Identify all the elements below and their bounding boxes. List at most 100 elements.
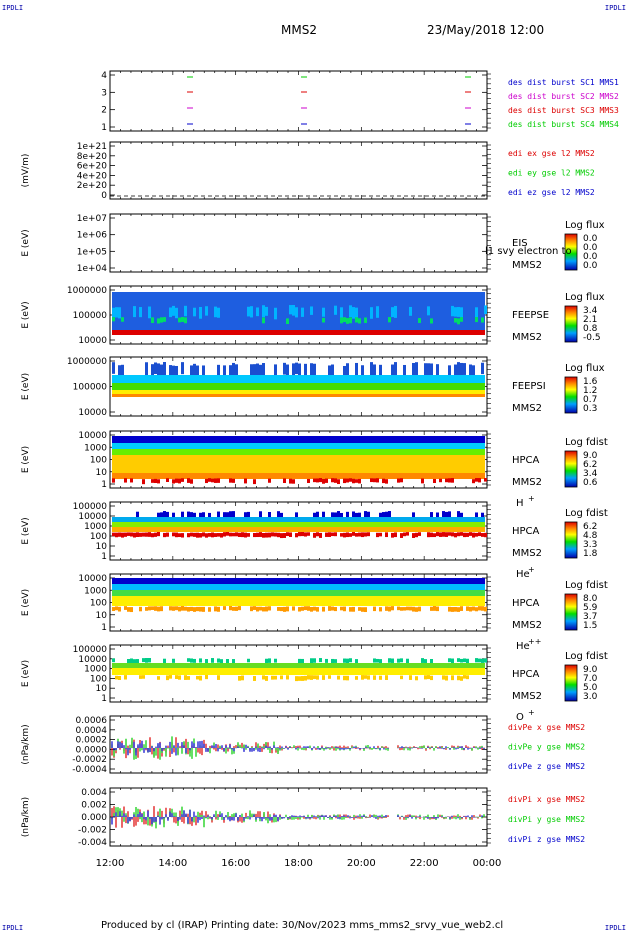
spectrogram-patch	[193, 512, 196, 520]
colorbar-tick-label: 0.0	[583, 243, 598, 253]
spectrogram-patch	[289, 478, 292, 484]
spectrogram-band	[112, 578, 485, 584]
colorbar-tick-label: 2.1	[583, 315, 597, 325]
spectrogram-patch	[475, 307, 478, 318]
colorbar-tick-label: 3.0	[583, 692, 598, 702]
spectrogram-patch	[211, 658, 214, 663]
spectrogram-patch	[427, 306, 430, 316]
spectrogram-patch	[307, 675, 310, 680]
spectrogram-patch	[349, 478, 352, 482]
spectrogram-patch	[484, 532, 487, 538]
spectrogram-band	[112, 330, 485, 335]
spectrogram-patch	[184, 317, 187, 324]
spectrogram-patch	[376, 658, 379, 663]
spectrogram-patch	[202, 606, 205, 612]
y-tick-label: 10000	[78, 408, 107, 418]
spectrogram-patch	[274, 532, 277, 537]
spectrogram-patch	[340, 606, 343, 611]
y-axis-label: E (eV)	[21, 660, 31, 687]
spectrogram-patch	[292, 305, 295, 316]
spectrogram-patch	[334, 532, 337, 537]
spectrogram-patch	[163, 362, 166, 378]
spectrogram-patch	[157, 676, 160, 680]
spectrogram-patch	[217, 533, 220, 537]
spectrogram-patch	[349, 607, 352, 612]
spectrogram-patch	[304, 675, 307, 681]
spectrogram-patch	[181, 317, 184, 322]
spectrogram-patch	[229, 532, 232, 537]
spectrogram-patch	[163, 511, 166, 518]
spectrogram-patch	[184, 305, 187, 317]
spectrogram-patch	[118, 307, 121, 319]
spectrogram-patch	[115, 307, 118, 318]
spectrogram-patch	[136, 511, 139, 519]
spectrogram-patch	[370, 307, 373, 319]
spectrogram-patch	[274, 364, 277, 379]
spectrogram-patch	[154, 606, 157, 611]
spectrogram-patch	[232, 606, 235, 611]
spectrogram-patch	[151, 317, 154, 323]
spectrogram-patch	[400, 478, 403, 483]
x-tick-label: 18:00	[284, 858, 313, 869]
spectrogram-patch	[205, 478, 208, 484]
spectrogram-patch	[157, 363, 160, 377]
spectrogram-patch	[334, 305, 337, 315]
y-tick-label: 1000	[84, 443, 107, 453]
spectrogram-patch	[250, 364, 253, 378]
spectrogram-patch	[481, 317, 484, 323]
spectrogram-patch	[412, 512, 415, 521]
spectrogram-patch	[133, 532, 136, 538]
spectrogram-patch	[196, 532, 199, 538]
spectrogram-patch	[328, 675, 331, 679]
spectrogram-patch	[316, 478, 319, 483]
colorbar	[564, 664, 578, 702]
y-axis-label: (nPa/km)	[21, 724, 31, 764]
spectrogram-patch	[154, 478, 157, 484]
y-tick-label: 1000	[84, 586, 107, 596]
spectrogram-patch	[313, 532, 316, 538]
spectrogram-patch	[415, 362, 418, 377]
spectrogram-patch	[172, 305, 175, 316]
footer-credits: Produced by cl (IRAP) Printing date: 30/…	[101, 920, 504, 931]
spectrogram-patch	[484, 478, 487, 482]
spectrogram-patch	[466, 675, 469, 680]
spectrogram-patch	[418, 532, 421, 536]
colorbar-tick-label: 8.0	[583, 594, 598, 604]
spectrogram-patch	[163, 658, 166, 664]
spectrogram-patch	[130, 478, 133, 483]
spectrogram-patch	[403, 364, 406, 381]
spectrogram-patch	[301, 532, 304, 537]
spectrogram-patch	[229, 511, 232, 518]
y-tick-label: 8e+20	[77, 152, 108, 162]
spectrogram-patch	[391, 606, 394, 611]
spectrogram-patch	[373, 364, 376, 379]
spectrogram-patch	[232, 532, 235, 537]
spectrogram-band	[112, 522, 485, 527]
spectrogram-patch	[379, 659, 382, 664]
spectrogram-patch	[325, 532, 328, 537]
spectrogram-patch	[478, 658, 481, 663]
spectrogram-patch	[151, 533, 154, 538]
colorbar-title: Log flux	[565, 292, 605, 303]
spectrogram-patch	[340, 533, 343, 537]
spectrogram-patch	[193, 607, 196, 612]
spectrogram-band	[112, 596, 485, 606]
colorbar-tick-label: 0.3	[583, 404, 597, 414]
spectrogram-patch	[331, 606, 334, 611]
spectrogram-patch	[364, 511, 367, 519]
spectrogram-patch	[481, 362, 484, 375]
spectrogram-patch	[160, 317, 163, 323]
y-tick-label: 1	[101, 480, 107, 490]
spectrogram-patch	[262, 607, 265, 612]
spectrogram-patch	[232, 478, 235, 483]
species-label: He	[516, 641, 530, 652]
spectrogram-patch	[151, 606, 154, 610]
spectrogram-patch	[466, 658, 469, 664]
spectrogram-patch	[460, 676, 463, 681]
spectrogram-patch	[310, 363, 313, 375]
spectrogram-patch	[130, 532, 133, 537]
spectrogram-patch	[202, 365, 205, 381]
spectrogram-patch	[313, 606, 316, 611]
spectrogram-patch	[397, 658, 400, 663]
spectrogram-patch	[274, 307, 277, 320]
